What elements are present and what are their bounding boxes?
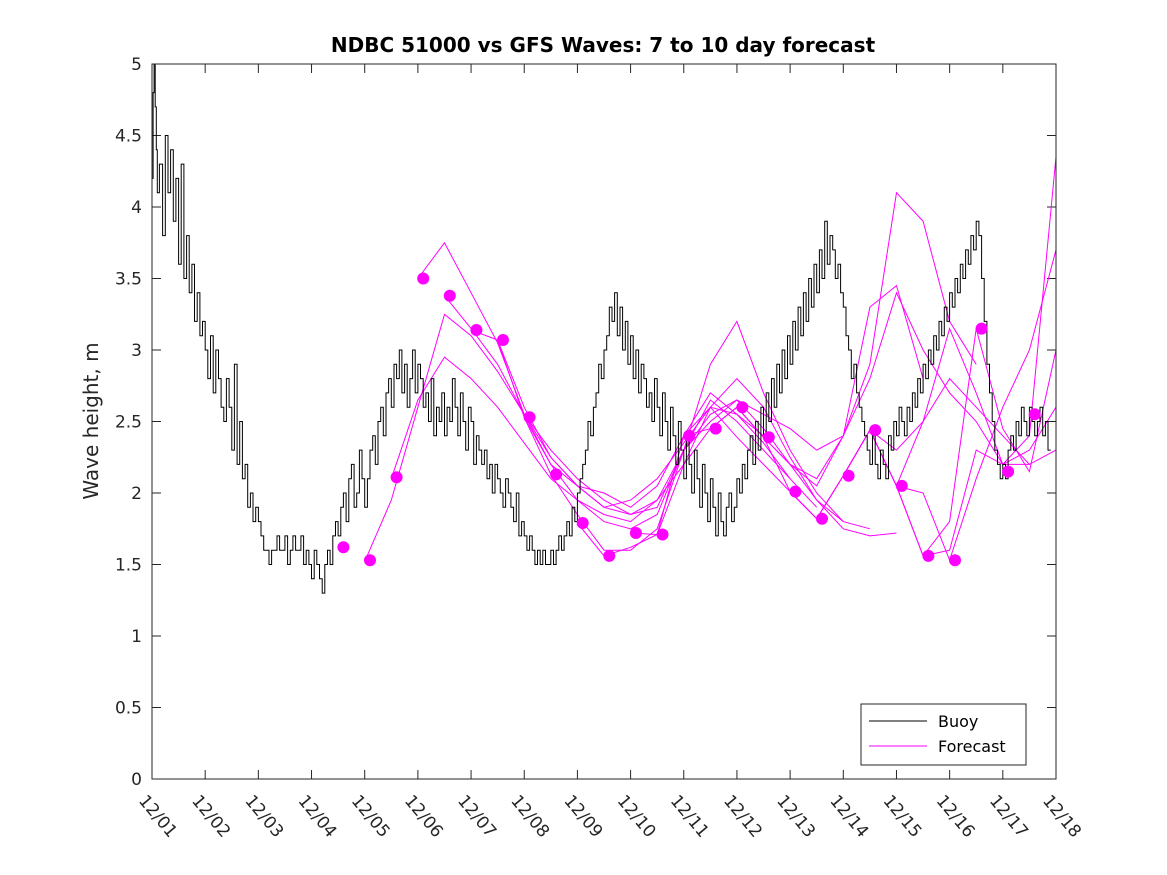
forecast-marker xyxy=(842,469,855,482)
y-tick-label: 1.5 xyxy=(115,556,142,576)
forecast-marker xyxy=(337,541,350,554)
y-axis-label: Wave height, m xyxy=(79,342,103,499)
forecast-series-line xyxy=(842,156,1056,557)
forecast-marker xyxy=(922,549,935,562)
forecast-marker xyxy=(497,334,509,346)
legend-forecast-label: Forecast xyxy=(938,737,1006,756)
forecast-markers xyxy=(337,272,1041,567)
forecast-marker xyxy=(390,471,403,484)
buoy-line xyxy=(152,64,1051,594)
y-tick-labels: 0 0.5 1 1.5 2 2.5 3 3.5 4 4.5 5 xyxy=(115,55,142,790)
forecast-series-line xyxy=(417,241,818,508)
forecast-marker xyxy=(816,512,828,525)
forecast-marker xyxy=(1028,408,1041,421)
plot-frame xyxy=(151,63,1057,780)
forecast-marker xyxy=(603,549,616,562)
forecast-marker xyxy=(709,422,722,435)
forecast-marker xyxy=(1002,465,1015,478)
forecast-marker xyxy=(736,401,749,414)
y-tick-label: 1 xyxy=(131,627,142,647)
chart-title: NDBC 51000 vs GFS Waves: 7 to 10 day for… xyxy=(331,33,876,57)
y-tick-label: 3 xyxy=(131,341,142,361)
y-tick-label: 4.5 xyxy=(115,127,142,147)
legend-box xyxy=(860,703,1027,766)
y-tick-label: 3.5 xyxy=(115,270,142,290)
forecast-marker xyxy=(869,424,882,437)
forecast-marker xyxy=(656,528,669,541)
forecast-marker xyxy=(523,411,536,424)
forecast-marker xyxy=(364,554,376,567)
forecast-marker xyxy=(470,324,483,336)
y-tick-label: 2.5 xyxy=(115,413,142,433)
forecast-marker xyxy=(629,527,642,539)
buoy-series-line xyxy=(152,64,1051,594)
forecast-marker xyxy=(949,554,961,567)
y-tick-label: 0 xyxy=(131,770,142,790)
forecast-marker xyxy=(762,431,775,444)
legend-buoy-label: Buoy xyxy=(938,712,978,731)
y-tick-label: 2 xyxy=(131,484,142,504)
forecast-marker xyxy=(576,517,589,529)
forecast-marker xyxy=(895,479,908,492)
legend: Buoy Forecast xyxy=(860,703,1027,766)
forecast-marker xyxy=(550,468,563,481)
y-tick-label: 4 xyxy=(131,198,142,218)
forecast-marker xyxy=(443,289,456,302)
y-tick-label: 5 xyxy=(131,55,142,75)
forecast-series-line xyxy=(497,339,897,537)
forecast-marker xyxy=(417,272,430,285)
forecast-marker xyxy=(683,429,696,442)
forecast-marker xyxy=(789,485,802,498)
y-tick-label: 0.5 xyxy=(115,699,142,719)
plot-area xyxy=(152,64,1056,779)
forecast-marker xyxy=(975,322,988,335)
forecast-series-line xyxy=(789,249,1056,562)
